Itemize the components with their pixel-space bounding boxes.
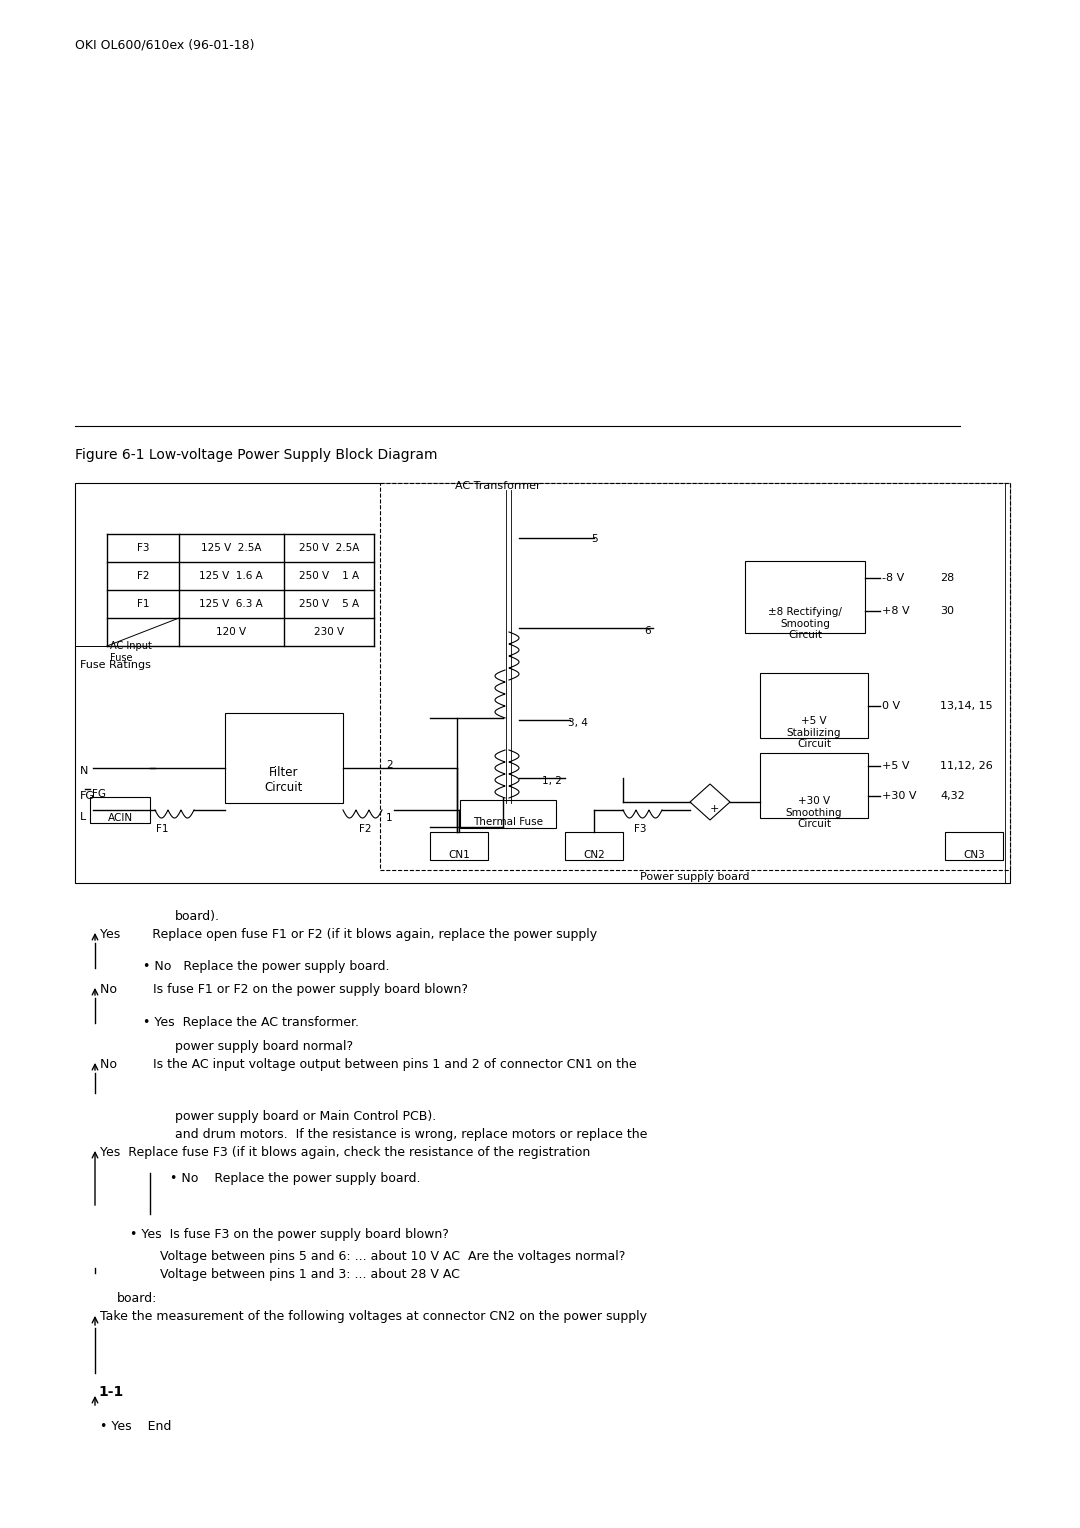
- Text: ±8 Rectifying/
Smooting
Circuit: ±8 Rectifying/ Smooting Circuit: [768, 607, 842, 640]
- Bar: [760, 672, 868, 738]
- Bar: [90, 798, 150, 824]
- Text: • Yes  Replace the AC transformer.: • Yes Replace the AC transformer.: [143, 1016, 359, 1028]
- Text: 4,32: 4,32: [940, 792, 964, 801]
- Text: Take the measurement of the following voltages at connector CN2 on the power sup: Take the measurement of the following vo…: [100, 1309, 647, 1323]
- Text: OKI OL600/610ex (96-01-18): OKI OL600/610ex (96-01-18): [75, 38, 255, 50]
- Text: 125 V  2.5A: 125 V 2.5A: [201, 542, 261, 553]
- Text: +5 V
Stabilizing
Circuit: +5 V Stabilizing Circuit: [786, 717, 841, 749]
- Bar: [225, 714, 343, 804]
- Text: Voltage between pins 5 and 6: ... about 10 V AC  Are the voltages normal?: Voltage between pins 5 and 6: ... about …: [160, 1250, 625, 1264]
- Text: F2: F2: [137, 571, 149, 581]
- Text: 13,14, 15: 13,14, 15: [940, 701, 993, 711]
- Text: Yes  Replace fuse F3 (if it blows again, check the resistance of the registratio: Yes Replace fuse F3 (if it blows again, …: [100, 1146, 591, 1160]
- Text: 30: 30: [940, 607, 954, 616]
- Text: board:: board:: [117, 1293, 158, 1305]
- Text: No         Is the AC input voltage output between pins 1 and 2 of connector CN1 : No Is the AC input voltage output betwee…: [100, 1057, 636, 1071]
- Text: +: +: [710, 804, 718, 814]
- Text: 2: 2: [386, 759, 393, 770]
- Text: 230 V: 230 V: [314, 626, 345, 637]
- Text: 28: 28: [940, 573, 955, 584]
- Bar: [460, 801, 556, 828]
- Text: Yes        Replace open fuse F1 or F2 (if it blows again, replace the power supp: Yes Replace open fuse F1 or F2 (if it bl…: [100, 927, 597, 941]
- Text: CN1: CN1: [448, 850, 470, 860]
- Text: F1: F1: [137, 599, 149, 610]
- Text: 11,12, 26: 11,12, 26: [940, 761, 993, 772]
- Text: 6: 6: [645, 626, 651, 636]
- Text: • No   Replace the power supply board.: • No Replace the power supply board.: [143, 960, 390, 973]
- Text: 250 V    1 A: 250 V 1 A: [299, 571, 359, 581]
- Text: +5 V: +5 V: [882, 761, 909, 772]
- Bar: [75, 483, 1010, 883]
- Text: +8 V: +8 V: [882, 607, 909, 616]
- Text: F1: F1: [156, 824, 168, 834]
- Text: CN2: CN2: [583, 850, 605, 860]
- Text: Thermal Fuse: Thermal Fuse: [473, 817, 543, 827]
- Text: L: L: [80, 811, 86, 822]
- Text: 0 V: 0 V: [882, 701, 900, 711]
- Text: AC Input
Fuse: AC Input Fuse: [110, 642, 152, 663]
- Text: Voltage between pins 1 and 3: ... about 28 V AC: Voltage between pins 1 and 3: ... about …: [160, 1268, 460, 1280]
- Text: 1, 2: 1, 2: [542, 776, 562, 785]
- Bar: [380, 483, 1010, 869]
- Text: 125 V  1.6 A: 125 V 1.6 A: [199, 571, 262, 581]
- Text: 5: 5: [591, 533, 597, 544]
- Text: 250 V  2.5A: 250 V 2.5A: [299, 542, 360, 553]
- Text: F3: F3: [137, 542, 149, 553]
- Text: Fuse Ratings: Fuse Ratings: [80, 660, 151, 669]
- Text: 1: 1: [386, 813, 393, 824]
- Text: • No    Replace the power supply board.: • No Replace the power supply board.: [170, 1172, 420, 1186]
- Text: F2: F2: [359, 824, 372, 834]
- Text: +30 V
Smoothing
Circuit: +30 V Smoothing Circuit: [786, 796, 842, 830]
- Text: AC Transformer: AC Transformer: [455, 481, 541, 490]
- Text: 120 V: 120 V: [216, 626, 246, 637]
- Text: +30 V: +30 V: [882, 792, 917, 801]
- Bar: [745, 561, 865, 633]
- Text: ACIN: ACIN: [107, 813, 133, 824]
- Text: Filter
Circuit: Filter Circuit: [265, 766, 303, 795]
- Text: 125 V  6.3 A: 125 V 6.3 A: [199, 599, 262, 610]
- Text: 3, 4: 3, 4: [568, 718, 588, 727]
- Text: • Yes    End: • Yes End: [100, 1420, 172, 1433]
- Bar: [760, 753, 868, 817]
- Text: Power supply board: Power supply board: [640, 872, 750, 882]
- Text: -8 V: -8 V: [882, 573, 904, 584]
- Text: CN3: CN3: [963, 850, 985, 860]
- Text: Figure 6-1 Low-voltage Power Supply Block Diagram: Figure 6-1 Low-voltage Power Supply Bloc…: [75, 448, 437, 461]
- Text: No         Is fuse F1 or F2 on the power supply board blown?: No Is fuse F1 or F2 on the power supply …: [100, 983, 468, 996]
- Text: 250 V    5 A: 250 V 5 A: [299, 599, 359, 610]
- Text: FG: FG: [92, 788, 106, 799]
- Bar: [565, 833, 623, 860]
- Text: • Yes  Is fuse F3 on the power supply board blown?: • Yes Is fuse F3 on the power supply boa…: [130, 1229, 449, 1241]
- Text: and drum motors.  If the resistance is wrong, replace motors or replace the: and drum motors. If the resistance is wr…: [175, 1128, 647, 1141]
- Text: F3: F3: [634, 824, 646, 834]
- Bar: [430, 833, 488, 860]
- Text: power supply board normal?: power supply board normal?: [175, 1041, 353, 1053]
- Text: 1-1: 1-1: [98, 1384, 123, 1400]
- Text: board).: board).: [175, 911, 220, 923]
- Text: power supply board or Main Control PCB).: power supply board or Main Control PCB).: [175, 1109, 436, 1123]
- Text: FG: FG: [80, 792, 95, 801]
- Bar: [945, 833, 1003, 860]
- Text: N: N: [80, 766, 89, 776]
